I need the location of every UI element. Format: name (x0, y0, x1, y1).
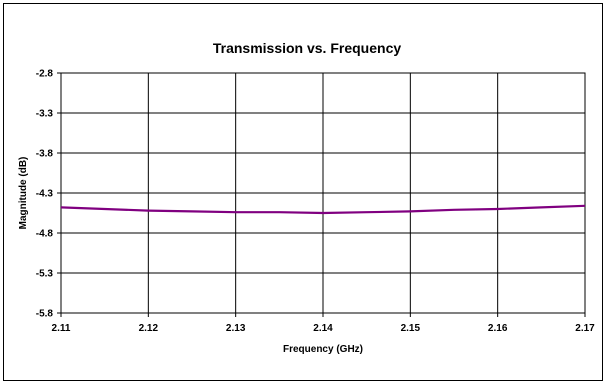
y-tick-label: -5.8 (36, 309, 54, 320)
series-line (60, 204, 586, 215)
grid (61, 73, 585, 313)
chart-title: Transmission vs. Frequency (213, 40, 402, 56)
x-tick-label: 2.13 (226, 323, 246, 334)
x-tick-label: 2.15 (401, 323, 421, 334)
y-axis-ticks: -2.8 -3.3 -3.8 -4.3 -4.8 -5.3 -5.8 (36, 69, 61, 320)
x-axis-ticks: 2.11 2.12 2.13 2.14 2.15 2.16 2.17 (52, 313, 595, 334)
x-tick-label: 2.14 (313, 323, 333, 334)
series-group (60, 204, 586, 215)
y-tick-label: -3.3 (36, 109, 54, 120)
x-tick-label: 2.17 (575, 323, 595, 334)
y-tick-label: -4.3 (36, 189, 54, 200)
x-tick-label: 2.16 (488, 323, 508, 334)
y-tick-label: -5.3 (36, 269, 54, 280)
x-tick-label: 2.12 (139, 323, 159, 334)
x-axis-label: Frequency (GHz) (283, 344, 363, 355)
y-tick-label: -4.8 (36, 229, 54, 240)
x-tick-label: 2.11 (52, 323, 71, 334)
y-tick-label: -3.8 (36, 149, 54, 160)
y-tick-label: -2.8 (36, 69, 54, 80)
y-axis-label: Magnitude (dB) (18, 157, 29, 230)
